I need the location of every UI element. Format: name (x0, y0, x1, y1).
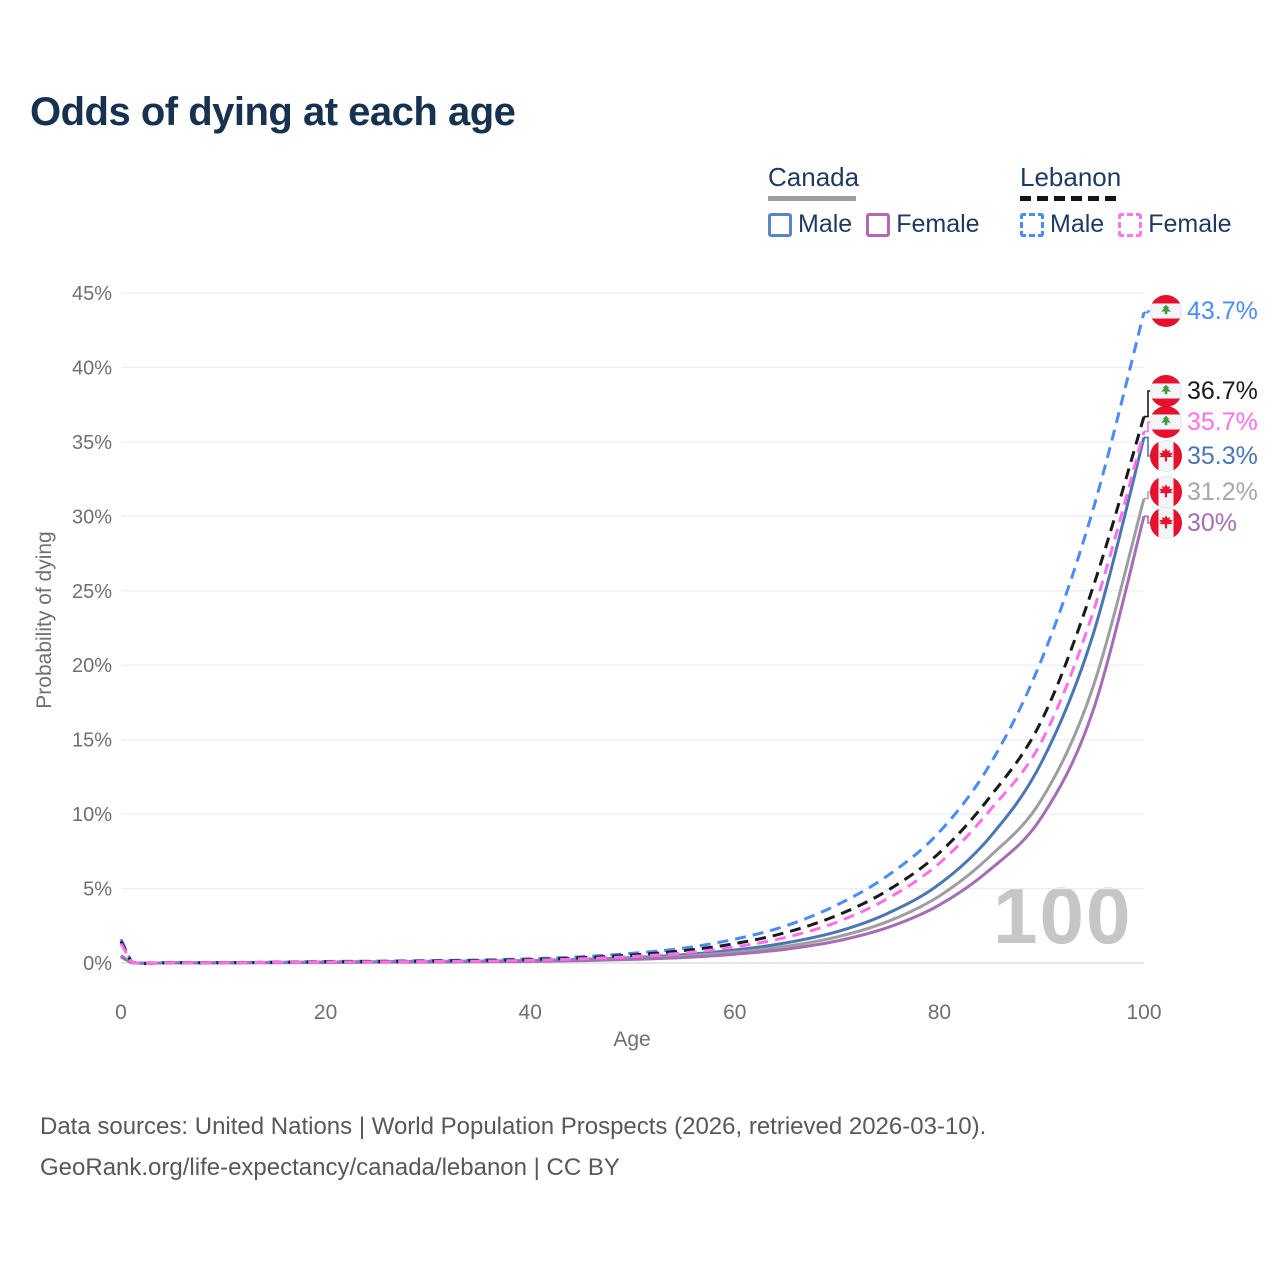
x-tick-label: 80 (928, 1001, 951, 1024)
lebanon-female-label[interactable]: Female (1148, 210, 1232, 238)
series-line-canada-both-sexes[interactable] (120, 498, 1146, 965)
y-tick-label: 0% (83, 953, 112, 975)
y-tick-label: 45% (72, 283, 112, 305)
canada-female-label[interactable]: Female (896, 210, 980, 238)
series-line-lebanon-female[interactable] (119, 431, 1146, 965)
x-tick-label: 0 (115, 1001, 127, 1024)
canada-male-label[interactable]: Male (798, 210, 853, 238)
legend-group-lebanon: Lebanon Male Female (1020, 162, 1246, 239)
annotation-value: 31.2% (1187, 477, 1258, 506)
data-source-footer: Data sources: United Nations | World Pop… (40, 1106, 986, 1188)
footer-line-2: GeoRank.org/life-expectancy/canada/leban… (40, 1154, 620, 1181)
y-tick-label: 20% (72, 655, 112, 677)
canada-flag-icon (1150, 476, 1182, 508)
x-tick-label: 20 (314, 1001, 337, 1024)
canada-flag-icon (1150, 440, 1182, 472)
lebanon-male-swatch[interactable] (1020, 212, 1044, 237)
lebanon-female-swatch[interactable] (1118, 212, 1143, 237)
annotation-value: 35.7% (1187, 407, 1258, 436)
lebanon-flag-icon (1150, 406, 1182, 438)
annotation-lebanon-female: 35.7% (1150, 405, 1258, 439)
canada-line-style-sample (768, 196, 856, 201)
annotation-value: 35.3% (1187, 441, 1258, 470)
annotation-value: 43.7% (1187, 296, 1258, 325)
annotation-canada-female: 30% (1150, 506, 1237, 540)
y-tick-label: 30% (72, 506, 112, 528)
annotation-canada-male: 35.3% (1150, 439, 1258, 473)
series-line-lebanon-male[interactable] (119, 312, 1146, 966)
x-tick-label: 60 (723, 1001, 746, 1024)
y-tick-label: 10% (72, 804, 112, 826)
canada-flag-icon (1150, 507, 1182, 539)
lebanon-line-style-sample (1020, 196, 1118, 201)
x-axis-title: Age (613, 1028, 651, 1051)
lebanon-flag-icon (1150, 295, 1182, 327)
footer-line-1: Data sources: United Nations | World Pop… (40, 1113, 987, 1140)
series-line-lebanon-both-sexes[interactable] (119, 416, 1146, 965)
legend-canada-title[interactable]: Canada (768, 162, 860, 192)
annotation-value: 30% (1187, 508, 1238, 537)
lebanon-flag-icon (1150, 375, 1182, 407)
legend-lebanon-title[interactable]: Lebanon (1020, 162, 1122, 192)
y-tick-label: 15% (72, 730, 112, 752)
y-tick-label: 35% (72, 432, 112, 454)
annotation-lebanon-both: 36.7% (1150, 374, 1258, 408)
annotation-canada-both: 31.2% (1150, 475, 1258, 509)
page-title: Odds of dying at each age (30, 90, 516, 134)
y-tick-label: 40% (72, 357, 112, 379)
y-tick-label: 5% (83, 879, 112, 901)
y-tick-label: 25% (72, 581, 112, 603)
lebanon-male-label[interactable]: Male (1050, 210, 1105, 238)
watermark-age: 100 (993, 871, 1133, 960)
annotation-value: 36.7% (1187, 376, 1258, 405)
legend-group-canada: Canada Male Female (768, 162, 994, 239)
annotation-lebanon-male: 43.7% (1150, 294, 1258, 328)
x-tick-label: 40 (519, 1001, 542, 1024)
x-tick-label: 100 (1126, 1001, 1161, 1024)
canada-male-swatch[interactable] (768, 212, 792, 237)
canada-female-swatch[interactable] (866, 212, 891, 237)
